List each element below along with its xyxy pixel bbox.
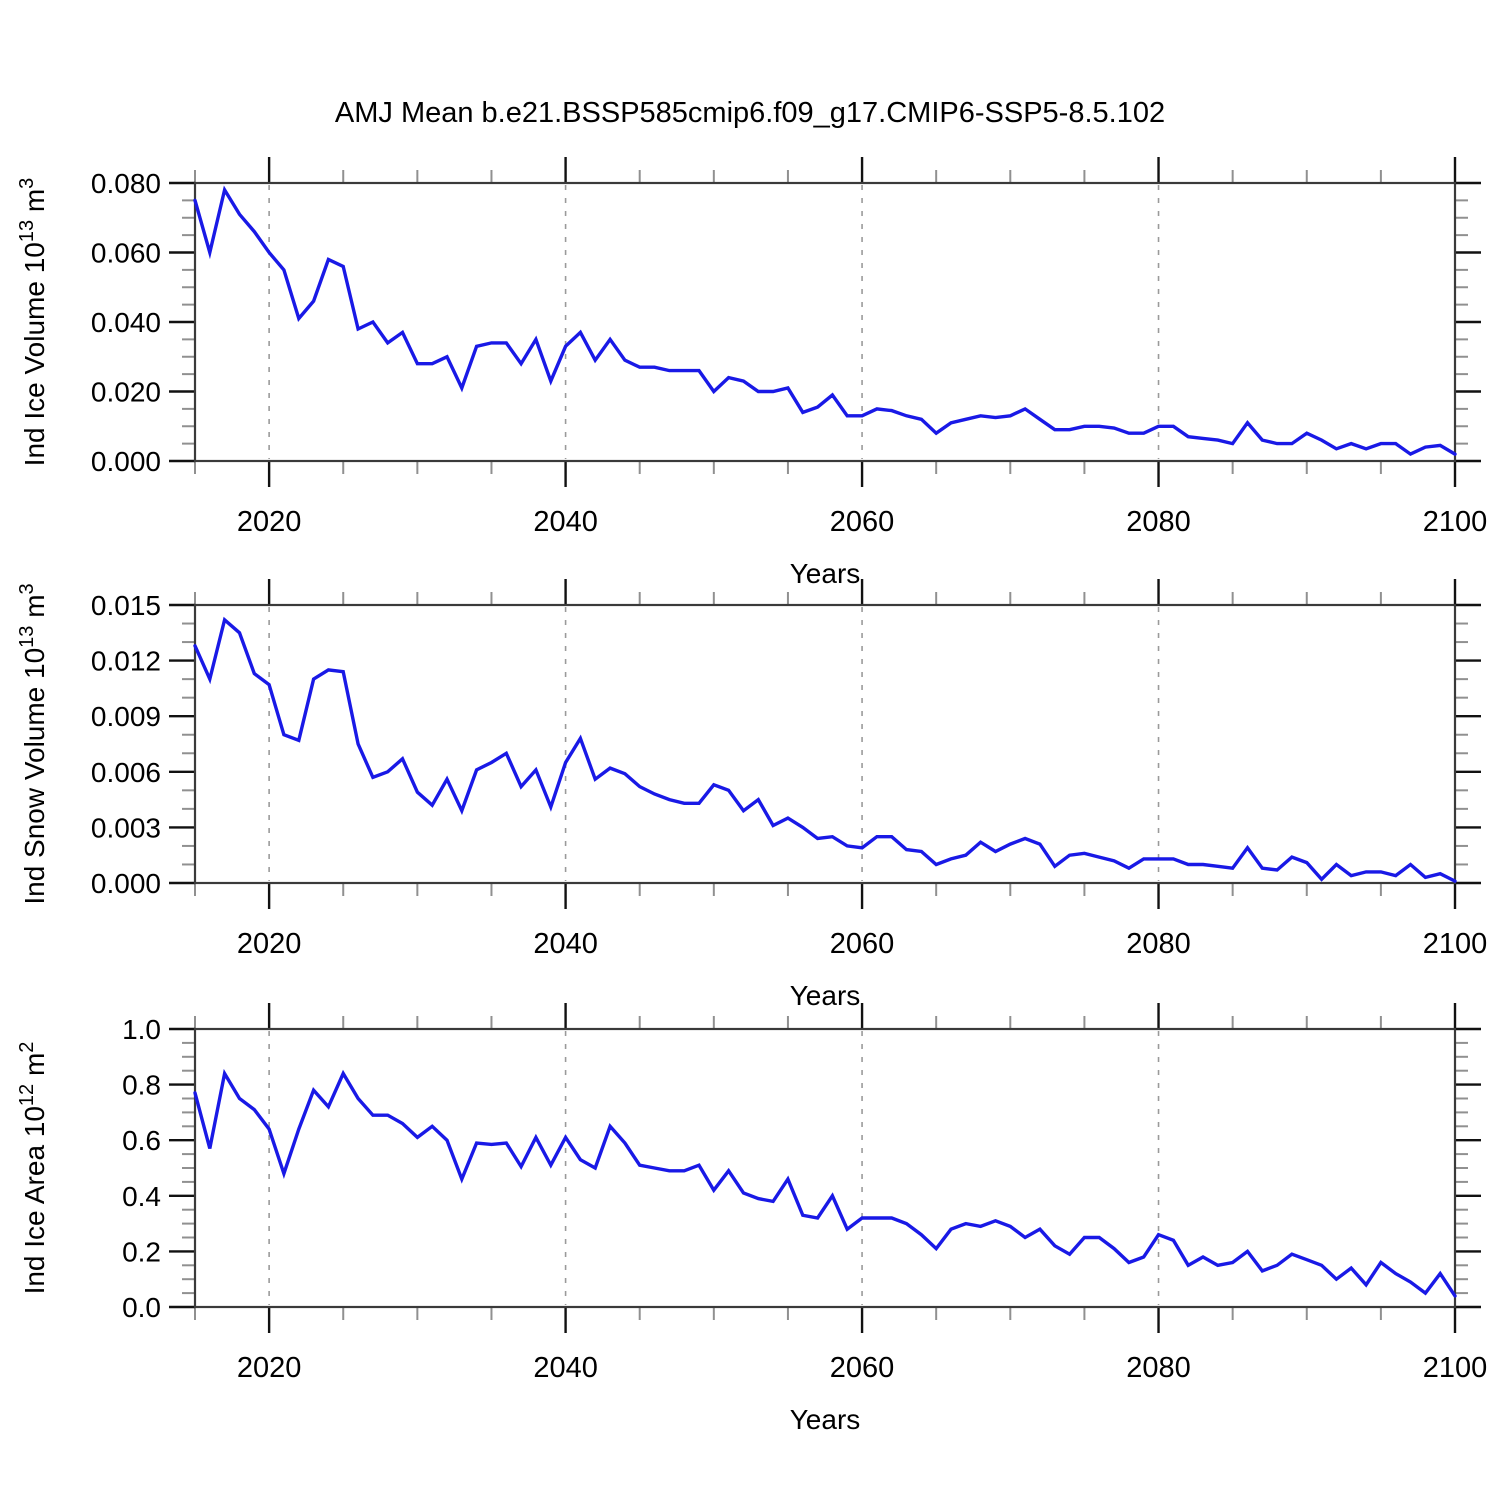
x-tick-label: 2100 bbox=[1423, 928, 1488, 960]
y-tick-label: 0.000 bbox=[91, 446, 161, 477]
data-line-ind-snow-volume bbox=[193, 616, 1457, 883]
y-tick-label: 0.060 bbox=[91, 238, 161, 269]
y-axis-title-sup: 2 bbox=[16, 1042, 38, 1053]
data-line-ind-ice-area bbox=[193, 1068, 1457, 1298]
panel-ind-ice-area: 0.0 0.2 0.4 0.6 0.8 1.0 2020 2040 2060 2080 2100 Ye… bbox=[16, 1003, 1487, 1435]
y-tick-label: 0.040 bbox=[91, 307, 161, 338]
panel-ind-ice-volume: 0.000 0.020 0.040 0.060 0.080 2020 2040 2060 208… bbox=[16, 157, 1487, 589]
y-axis-title-sup: 12 bbox=[16, 1084, 38, 1106]
x-axis-title: Years bbox=[790, 1404, 861, 1435]
x-tick-label: 2100 bbox=[1423, 1352, 1488, 1384]
y-tick-label: 0.009 bbox=[91, 701, 161, 732]
x-tick-label: 2040 bbox=[533, 1352, 598, 1384]
x-tick-label: 2100 bbox=[1423, 506, 1488, 538]
plot-frame bbox=[193, 603, 1457, 885]
panels-group: 0.000 0.020 0.040 0.060 0.080 2020 2040 2060 208… bbox=[16, 157, 1487, 1435]
x-tick-label: 2020 bbox=[237, 1352, 302, 1384]
y-axis-title-sup: 13 bbox=[16, 626, 38, 648]
y-axis-title: Ind Ice Area 1012 m2 bbox=[16, 1042, 50, 1295]
x-tick-label: 2020 bbox=[237, 928, 302, 960]
y-tick-label: 0.0 bbox=[122, 1292, 161, 1323]
y-tick-label: 0.020 bbox=[91, 377, 161, 408]
y-tick-label: 0.6 bbox=[122, 1125, 161, 1156]
x-axis-title: Years bbox=[790, 980, 861, 1011]
x-tick-label: 2060 bbox=[830, 506, 895, 538]
y-axis-title: Ind Ice Volume 1013 m3 bbox=[16, 178, 50, 467]
x-tick-label: 2080 bbox=[1126, 506, 1191, 538]
y-axis-title: Ind Snow Volume 1013 m3 bbox=[16, 583, 50, 904]
y-tick-label: 0.006 bbox=[91, 757, 161, 788]
x-tick-label: 2040 bbox=[533, 506, 598, 538]
x-tick-label: 2020 bbox=[237, 506, 302, 538]
y-axis-title-part: Ind Ice Volume 10 bbox=[19, 242, 50, 466]
y-axis-title-part: Ind Ice Area 10 bbox=[19, 1106, 50, 1294]
y-axis-title-sup: 13 bbox=[16, 220, 38, 242]
plot-frame bbox=[193, 1027, 1457, 1309]
y-tick-label: 0.003 bbox=[91, 812, 161, 843]
x-tick-label: 2060 bbox=[830, 1352, 895, 1384]
y-axis-title-part: m bbox=[19, 189, 50, 220]
y-tick-label: 0.8 bbox=[122, 1070, 161, 1101]
y-axis-title-sup: 3 bbox=[16, 583, 38, 594]
plot-frame bbox=[193, 181, 1457, 463]
data-line-ind-ice-volume bbox=[193, 185, 1457, 457]
y-tick-label: 0.2 bbox=[122, 1236, 161, 1267]
y-tick-label: 0.015 bbox=[91, 590, 161, 621]
panel-ind-snow-volume: 0.000 0.003 0.006 0.009 0.012 0.015 2020 2040 20… bbox=[16, 579, 1487, 1011]
y-tick-label: 0.080 bbox=[91, 168, 161, 199]
y-axis-title-sup: 3 bbox=[16, 178, 38, 189]
x-tick-label: 2060 bbox=[830, 928, 895, 960]
y-axis-title-part: m bbox=[19, 1053, 50, 1084]
x-tick-label: 2080 bbox=[1126, 1352, 1191, 1384]
y-tick-label: 0.4 bbox=[122, 1181, 161, 1212]
x-tick-label: 2080 bbox=[1126, 928, 1191, 960]
y-axis-title-part: m bbox=[19, 594, 50, 625]
y-tick-label: 0.000 bbox=[91, 868, 161, 899]
y-tick-label: 0.012 bbox=[91, 646, 161, 677]
figure-title: AMJ Mean b.e21.BSSP585cmip6.f09_g17.CMIP… bbox=[335, 97, 1165, 129]
x-tick-label: 2040 bbox=[533, 928, 598, 960]
y-tick-label: 1.0 bbox=[122, 1014, 161, 1045]
y-axis-title-part: Ind Snow Volume 10 bbox=[19, 648, 50, 905]
x-axis-title: Years bbox=[790, 558, 861, 589]
